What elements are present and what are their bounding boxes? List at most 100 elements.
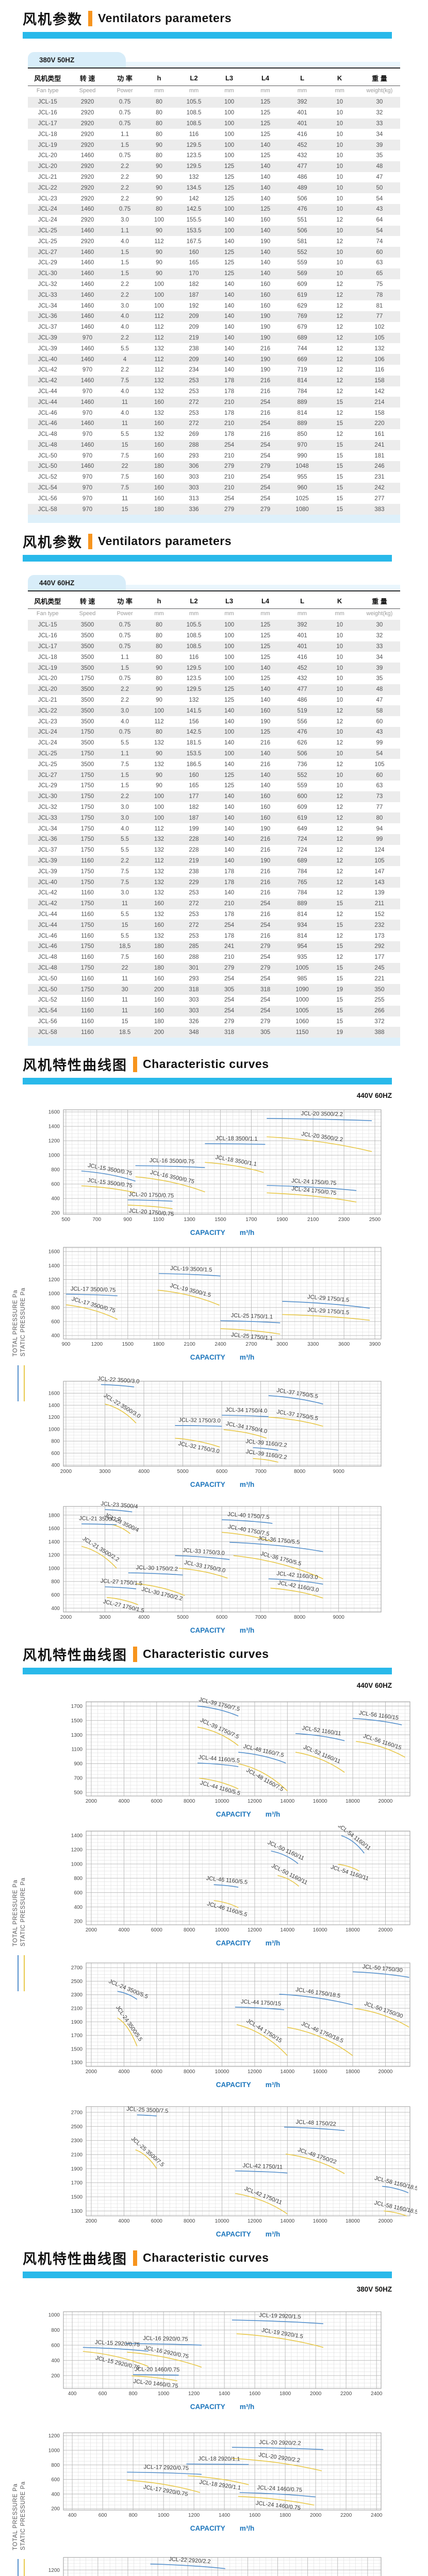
curve-label: JCL-19 2920/1.5 [259, 2312, 301, 2320]
table-row: JCL-39 1460 5.5 132 238 140 216 744 12 132 [28, 343, 400, 354]
table-cell: JCL-44 [38, 388, 57, 395]
table-cell: 318 [260, 986, 271, 993]
static-pressure-curve [236, 2333, 324, 2348]
table-cell: 254 [260, 399, 271, 405]
table-cell: 669 [297, 356, 307, 363]
table-cell: 140 [224, 238, 235, 245]
total-pressure-curve [213, 1884, 239, 1888]
curve-chart-canvas: 400 600 800 1000 1200 1400 1600 1800 2000 2200 240… [48, 2311, 383, 2397]
y-tick-label: 2500 [71, 1979, 83, 1985]
y-tick-label: 1000 [48, 1291, 60, 1297]
table-cell: 80 [376, 815, 383, 821]
table-cell: 305 [224, 986, 235, 993]
table-cell: 35 [376, 152, 383, 159]
x-tick-label: 12000 [248, 2069, 262, 2075]
table-cell: 0.75 [119, 152, 131, 159]
table-cell: 7.5 [121, 378, 129, 384]
table-cell: 158 [374, 410, 385, 416]
x-tick-label: 7000 [255, 1615, 267, 1620]
curve-chart-canvas: 2000 4000 6000 8000 10000 12000 14000 16000 1800… [71, 1697, 410, 1804]
curve-label: JCL-25 1750/1.1 [231, 1313, 273, 1320]
table-cell: 724 [297, 847, 307, 854]
curve-label: JCL-48 1750/22 [297, 2147, 337, 2165]
table-cell: JCL-39 [38, 858, 57, 864]
table-cell: 1460 [80, 378, 94, 384]
y-tick-label: 1300 [71, 2209, 83, 2214]
section-title-en: Ventilators parameters [98, 11, 232, 25]
table-cell: 1460 [80, 270, 94, 277]
capacity-unit: m³/h [265, 1810, 281, 1819]
x-tick-label: 2100 [307, 1217, 319, 1223]
static-pressure-curve [236, 2024, 288, 2056]
table-cell: JCL-25 [38, 751, 57, 757]
table-row: JCL-30 1460 1.5 90 170 125 140 569 10 65 [28, 268, 400, 279]
table-cell: 254 [260, 474, 271, 481]
table-cell: 216 [260, 761, 271, 768]
x-tick-label: 2000 [310, 2391, 322, 2397]
total-pressure-legend-line [18, 1955, 19, 1992]
table-cell: 3.0 [121, 890, 129, 896]
table-cell: 985 [297, 975, 307, 982]
table-cell: 960 [297, 485, 307, 492]
table-cell: 210 [224, 474, 235, 481]
table-row: JCL-52 1160 11 160 303 254 254 1000 15 255 [28, 995, 400, 1006]
y-tick-label: 800 [51, 1579, 60, 1585]
table-cell: 626 [297, 740, 307, 747]
curve-label: JCL-22 2920/2.2 [169, 2556, 211, 2565]
column-header-en: Fan type [36, 611, 59, 617]
table-cell: 5.5 [121, 345, 129, 352]
header-row-en: Fan type Speed Power mm mm mm mm mm mm weight(kg) [28, 609, 400, 620]
table-cell: JCL-25 [38, 761, 57, 768]
table-cell: 279 [260, 463, 271, 470]
table-cell: 350 [374, 986, 385, 993]
capacity-label: CAPACITY [190, 1353, 225, 1362]
x-tick-label: 800 [129, 2391, 138, 2397]
y-tick-label: 200 [51, 2506, 60, 2512]
table-cell: 112 [154, 825, 164, 832]
curves-section: 440V 60HZ TOTAL PRESSURE Pa STATIC PRESS… [0, 1674, 428, 2240]
table-cell: 254 [224, 1008, 235, 1014]
column-header-en: mm [224, 611, 234, 617]
x-tick-label: 1200 [188, 2391, 200, 2397]
curve-label: JCL-20 3500/2.2 [301, 1131, 343, 1143]
table-cell: 266 [374, 1008, 385, 1014]
table-cell: 182 [189, 804, 199, 811]
y-tick-label: 1200 [48, 1553, 60, 1558]
table-row: JCL-34 1460 3.0 100 192 140 160 629 12 81 [28, 300, 400, 311]
params-table-section: 440V 60HZ 风机类型转 速功 率 h L2 L3 L4 L K 重 量 Fan typ… [28, 575, 400, 1046]
total-pressure-curve [353, 1718, 402, 1725]
column-header-en: Power [117, 611, 133, 617]
x-tick-label: 1200 [188, 2513, 200, 2518]
table-cell: 2.2 [121, 195, 129, 202]
table-cell: 305 [260, 1029, 271, 1036]
table-cell: 254 [260, 901, 271, 907]
table-cell: 180 [154, 463, 164, 470]
curve-label: JCL-25 1750/1.1 [231, 1332, 273, 1342]
total-pressure-curve [341, 1835, 365, 1854]
section-title-zh: 风机特性曲线图 [23, 1058, 127, 1074]
table-cell: JCL-42 [38, 367, 57, 374]
params-table-body: JCL-15 3500 0.75 80 105.5 100 125 392 10 30 JCL-16… [28, 620, 400, 1038]
table-cell: 160 [260, 793, 271, 800]
table-cell: 160 [260, 302, 271, 309]
table-cell: 1460 [80, 356, 94, 363]
x-tick-label: 12000 [248, 1799, 262, 1804]
table-cell: 970 [82, 452, 93, 459]
table-cell: 100 [154, 281, 164, 287]
table-cell: 132 [154, 345, 164, 352]
table-cell: 1750 [80, 815, 94, 821]
table-cell: 125 [224, 783, 235, 789]
capacity-axis-caption: CAPACITY m³/h [86, 2081, 410, 2090]
table-cell: 178 [224, 378, 235, 384]
table-cell: 19 [336, 986, 343, 993]
curve-label: JCL-15 3500/0.75 [87, 1177, 133, 1189]
table-row: JCL-33 1750 3.0 100 187 140 160 619 12 80 [28, 812, 400, 824]
table-cell: 165 [189, 260, 199, 266]
table-cell: JCL-25 [38, 227, 57, 234]
curve-label: JCL-30 1750/2.2 [141, 1586, 183, 1602]
table-cell: 1160 [81, 933, 94, 939]
table-cell: 1.5 [121, 783, 129, 789]
total-pressure-curve [222, 1519, 273, 1524]
table-cell: 90 [156, 697, 162, 704]
total-pressure-curve [186, 2463, 249, 2465]
